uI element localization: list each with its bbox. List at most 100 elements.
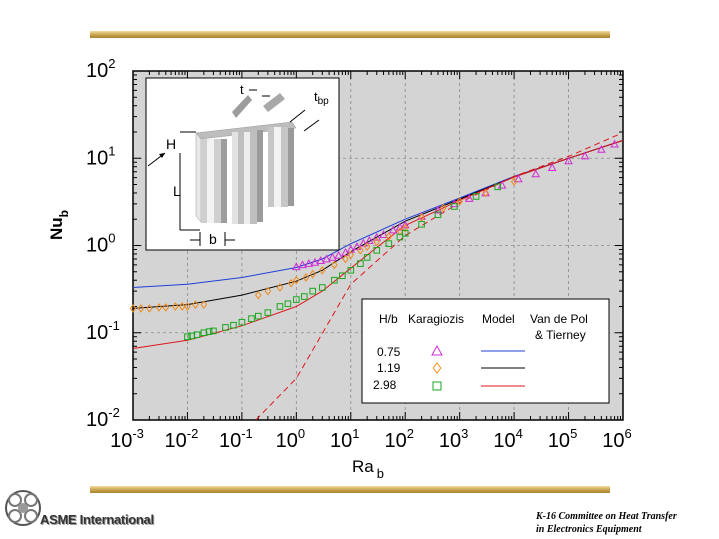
legend-label-1-19: 1.19 [377,361,401,375]
marker-square [494,183,502,191]
marker-square [385,240,393,247]
x-tick-label: 101 [330,426,359,452]
marker-diamond [155,303,163,312]
legend-label-2-98: 2.98 [373,378,397,392]
karagiozis-markers [129,139,619,341]
marker-diamond [129,304,137,313]
marker-triangle [400,220,410,229]
y-tick-label: 100 [86,231,115,257]
marker-square [339,272,346,280]
marker-square [401,229,409,237]
x-tick-label: 10-3 [110,426,144,452]
marker-diamond [192,300,199,309]
marker-diamond [331,260,338,270]
marker-diamond [357,246,364,255]
legend-header-karagiozis: Karagiozis [408,312,464,326]
legend: H/b Karagiozis Model Van de Pol & Tierne… [361,298,610,404]
marker-diamond [276,283,284,292]
marker-square [222,324,229,331]
y-tick-label: 10-2 [86,405,120,431]
x-tick-label: 10-2 [165,426,199,452]
x-tick-label: 103 [439,426,468,452]
x-tick-labels: 10-3 10-2 10-1 100 101 102 103 104 105 106 [110,426,632,452]
asme-logo [3,486,43,534]
svg-text:H: H [166,136,176,152]
y-tick-label: 10-1 [86,318,120,344]
x-tick-label: 104 [493,426,522,452]
minor-ticks [132,71,623,421]
marker-square [309,287,317,295]
x-axis-label: Ra b [352,457,384,481]
marker-diamond [302,273,310,282]
marker-square [347,266,355,274]
footer-caption-line2: in Electronics Equipment [536,524,642,535]
marker-diamond [342,254,349,264]
marker-diamond [200,300,208,309]
y-axis-label: Nub [47,210,71,240]
marker-diamond [137,304,145,313]
marker-triangle [531,169,541,178]
legend-label-0-75: 0.75 [377,345,401,359]
x-tick-label: 100 [276,426,305,452]
asme-logo-text: ASME International [40,512,154,527]
x-tick-label: 10-1 [219,426,253,452]
marker-square [205,328,213,335]
marker-diamond [293,275,300,285]
marker-square [293,296,300,303]
x-tick-label: 105 [548,426,577,452]
marker-square [238,318,246,326]
marker-square [184,333,191,341]
svg-text:tbp: tbp [314,89,329,107]
marker-triangle [298,260,307,269]
marker-triangle [580,151,590,160]
marker-diamond [264,286,272,296]
y-tick-label: 101 [86,143,115,169]
marker-triangle [322,254,331,263]
marker-square [418,220,425,228]
marker-square [331,276,338,284]
legend-marker-diamond [432,362,442,374]
top-rule [90,31,610,38]
marker-diamond [510,177,518,186]
legend-header-model: Model [482,312,515,326]
marker-square [373,247,381,254]
marker-diamond [172,302,179,311]
marker-triangle [372,232,382,241]
vandepol-tierney-line [255,134,618,421]
marker-square [396,233,404,241]
marker-triangle [334,250,344,259]
marker-square [434,211,442,219]
marker-triangle [433,205,443,214]
marker-square [248,315,255,322]
marker-square [254,312,262,320]
marker-triangle [365,236,374,244]
legend-header-hb: H/b [379,312,398,326]
marker-square [363,254,371,261]
footer-caption-line1: K-16 Committee on Heat Transfer [536,511,677,522]
marker-diamond [309,269,316,279]
marker-diamond [287,278,295,288]
marker-square [210,327,217,335]
marker-square [276,303,284,310]
svg-text:L: L [173,183,181,199]
marker-triangle [291,262,301,271]
marker-diamond [396,227,404,236]
bottom-rule [90,486,610,493]
x-tick-label: 106 [602,426,631,452]
marker-triangle [379,230,388,238]
marker-diamond [347,250,355,260]
marker-triangle [316,256,326,264]
marker-diamond [162,303,170,312]
marker-diamond [418,213,425,222]
y-tick-label: 102 [86,56,115,82]
marker-triangle [328,252,337,261]
marker-diamond [178,302,186,311]
marker-square [472,193,480,200]
marker-diamond [146,304,153,313]
marker-square [319,284,326,291]
y-tick-labels: 10-2 10-1 100 101 102 [86,56,120,431]
legend-marker-square [432,381,442,391]
marker-triangle [514,174,523,183]
x-tick-label: 102 [384,426,413,452]
